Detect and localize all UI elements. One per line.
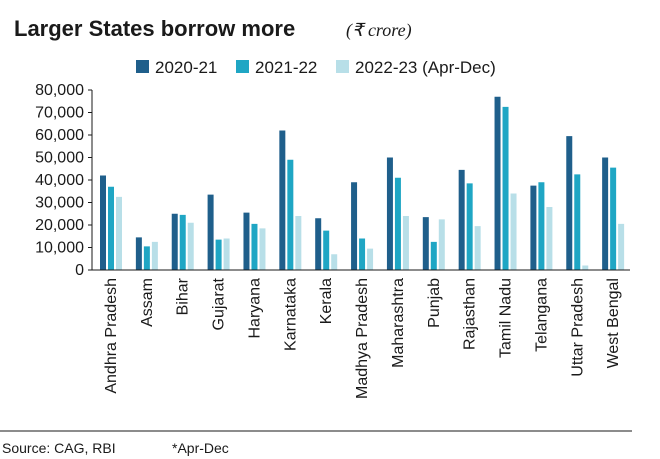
x-axis: Andhra Pradesh Assam Bihar Gujarat Haryana Ka… <box>92 269 630 399</box>
x-tick-label: Gujarat <box>211 277 228 330</box>
bar <box>367 248 374 270</box>
bar <box>100 175 106 270</box>
legend-label: 2022-23 (Apr-Dec) <box>355 58 496 77</box>
y-tick-label: 60,000 <box>35 127 84 144</box>
bar <box>207 194 214 270</box>
y-tick-label: 50,000 <box>35 150 84 167</box>
x-tick-label: Tamil Nadu <box>498 278 515 358</box>
chart-unit: (₹ crore) <box>346 20 412 41</box>
bar <box>502 106 509 270</box>
x-tick-label: Punjab <box>426 278 443 328</box>
bar <box>323 230 330 270</box>
bar <box>116 196 122 270</box>
legend-label: 2020-21 <box>155 58 217 77</box>
bar <box>510 193 517 270</box>
legend-label: 2021-22 <box>255 58 317 77</box>
bar <box>215 239 222 270</box>
legend: 2020-21 2021-22 2022-23 (Apr-Dec) <box>136 58 496 77</box>
bar <box>108 186 114 270</box>
x-tick-label: Bihar <box>175 277 192 315</box>
bar <box>402 216 409 270</box>
x-tick-label: Haryana <box>246 278 263 339</box>
bar <box>474 226 481 270</box>
bar <box>187 222 194 270</box>
bar <box>438 219 445 270</box>
bar <box>394 177 401 270</box>
source-note: Source: CAG, RBI <box>2 440 116 456</box>
x-tick-label: Assam <box>139 278 156 327</box>
legend-swatch <box>236 60 249 73</box>
x-tick-label: Maharashtra <box>390 278 407 368</box>
y-tick-label: 0 <box>75 262 84 279</box>
bar <box>546 207 553 270</box>
bar <box>530 185 537 270</box>
bar <box>279 130 286 270</box>
bar <box>430 241 437 270</box>
y-tick-label: 70,000 <box>35 105 84 122</box>
bar <box>422 217 429 270</box>
bar <box>566 136 573 270</box>
bar <box>259 228 266 270</box>
bar <box>618 223 625 270</box>
bar <box>494 96 501 270</box>
bar <box>602 157 609 270</box>
bar <box>351 182 358 270</box>
bar <box>386 157 393 270</box>
bar <box>574 174 581 270</box>
footnote: *Apr-Dec <box>172 440 229 456</box>
y-tick-label: 40,000 <box>35 172 84 189</box>
bar <box>223 238 230 270</box>
bar <box>151 241 158 270</box>
bar <box>135 237 142 270</box>
x-tick-label: Uttar Pradesh <box>569 278 586 377</box>
bar <box>295 216 302 270</box>
bar <box>538 182 545 270</box>
bar <box>287 159 294 270</box>
bar <box>243 212 250 270</box>
bar <box>359 238 366 270</box>
bar <box>251 223 258 270</box>
y-tick-label: 10,000 <box>35 240 84 257</box>
y-axis: 0 10,000 20,000 30,000 40,000 50,000 60,000 70,… <box>35 82 93 279</box>
bar <box>458 169 465 270</box>
x-tick-label: Andhra Pradesh <box>103 278 120 394</box>
x-tick-label: West Bengal <box>605 278 622 368</box>
bar <box>610 167 617 270</box>
bar <box>143 246 150 270</box>
legend-swatch <box>336 60 349 73</box>
x-tick-label: Telangana <box>533 278 550 352</box>
bar <box>179 214 186 270</box>
bar <box>331 254 338 270</box>
y-tick-label: 80,000 <box>35 82 84 99</box>
y-tick-label: 20,000 <box>35 217 84 234</box>
bar <box>466 183 473 270</box>
legend-swatch <box>136 60 149 73</box>
bars <box>100 96 625 270</box>
x-tick-label: Kerala <box>318 278 335 324</box>
chart-title: Larger States borrow more <box>14 16 295 41</box>
bar <box>171 213 178 270</box>
bar <box>582 265 589 270</box>
x-tick-label: Karnataka <box>282 278 299 351</box>
x-tick-label: Madhya Pradesh <box>354 278 371 399</box>
x-tick-label: Rajasthan <box>462 278 479 350</box>
bar <box>315 218 322 270</box>
y-tick-label: 30,000 <box>35 195 84 212</box>
